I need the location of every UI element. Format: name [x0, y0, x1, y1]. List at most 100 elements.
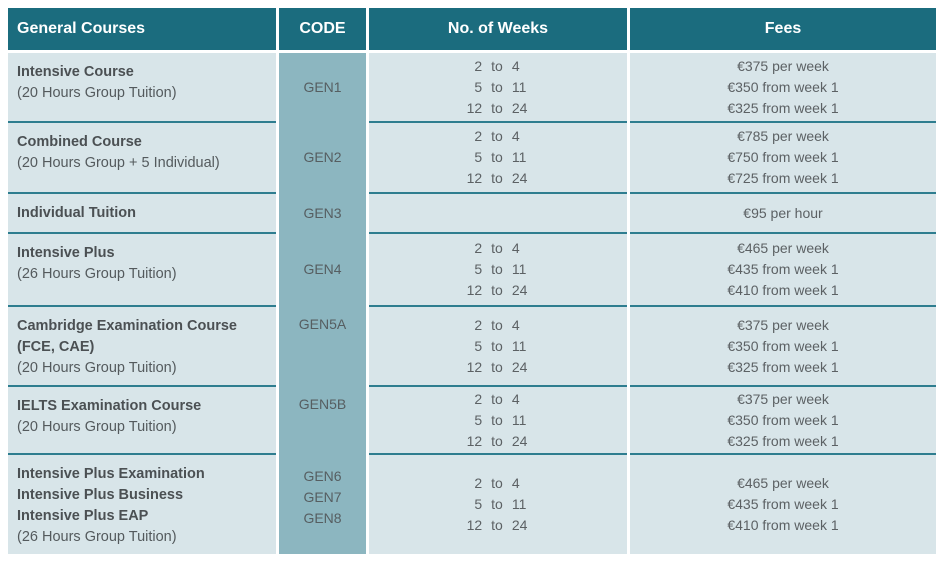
- weeks-range: 12 to 24: [462, 357, 534, 378]
- course-cell: IELTS Examination Course (20 Hours Group…: [8, 385, 276, 453]
- code-cell: GEN3: [279, 192, 366, 232]
- to-label: to: [491, 240, 503, 256]
- weeks-from: 5: [474, 78, 483, 95]
- weeks-from: 12: [466, 170, 483, 186]
- course-name: Intensive Course: [17, 64, 134, 80]
- weeks-to: 4: [511, 475, 520, 491]
- weeks-to: 4: [511, 240, 520, 256]
- header-no-of-weeks: No. of Weeks: [369, 8, 627, 50]
- weeks-to: 11: [511, 149, 527, 165]
- weeks-range: 12 to 24: [462, 515, 534, 536]
- fee-line: €350 from week 1: [727, 337, 839, 354]
- course-name: Intensive Plus Examination: [17, 466, 205, 482]
- fee-line: €410 from week 1: [727, 517, 839, 533]
- course-code: GEN5B: [298, 396, 347, 412]
- fee-line: €325 from week 1: [727, 358, 839, 375]
- fee-line: €375 per week: [737, 316, 829, 333]
- course-subtitle: (20 Hours Group + 5 Individual): [17, 155, 220, 171]
- table-header-row: General Courses CODE No. of Weeks Fees: [8, 8, 936, 50]
- weeks-from: 12: [466, 432, 483, 449]
- course-subtitle: (20 Hours Group Tuition): [17, 419, 177, 435]
- weeks-to: 4: [511, 316, 520, 333]
- weeks-from: 2: [474, 240, 483, 256]
- to-label: to: [491, 337, 503, 354]
- fee-line: €750 from week 1: [727, 149, 839, 165]
- fees-cell: €95 per hour: [630, 192, 936, 232]
- course-code: GEN2: [303, 149, 342, 165]
- weeks-to: 4: [511, 57, 520, 74]
- fee-line: €375 per week: [737, 57, 829, 74]
- course-pricing-table: General Courses CODE No. of Weeks Fees I…: [8, 8, 936, 554]
- table-row: Intensive Plus Examination Intensive Plu…: [8, 453, 936, 554]
- code-cell: GEN5B: [279, 385, 366, 453]
- weeks-from: 12: [466, 99, 483, 116]
- fees-cell: €375 per week €350 from week 1 €325 from…: [630, 385, 936, 453]
- fee-line: €785 per week: [737, 128, 829, 144]
- weeks-range: 2 to 4: [462, 473, 534, 494]
- weeks-range: 2 to 4: [462, 56, 534, 77]
- table-row: Cambridge Examination Course (FCE, CAE) …: [8, 305, 936, 385]
- fee-line: €435 from week 1: [727, 496, 839, 512]
- header-fees: Fees: [630, 8, 936, 50]
- course-code: GEN6: [303, 468, 342, 484]
- fee-line: €435 from week 1: [727, 261, 839, 277]
- weeks-from: 2: [474, 475, 483, 491]
- weeks-range: 2 to 4: [462, 315, 534, 336]
- to-label: to: [491, 78, 503, 95]
- course-name: Intensive Plus EAP: [17, 508, 149, 524]
- course-code: GEN1: [303, 78, 342, 95]
- course-subtitle: (20 Hours Group Tuition): [17, 85, 177, 101]
- to-label: to: [491, 261, 503, 277]
- weeks-range: 12 to 24: [462, 431, 534, 452]
- table-row: Combined Course (20 Hours Group + 5 Indi…: [8, 121, 936, 192]
- weeks-to: 24: [511, 432, 528, 449]
- weeks-to: 24: [511, 358, 528, 375]
- weeks-range: 2 to 4: [462, 389, 534, 410]
- code-cell: GEN5A: [279, 305, 366, 385]
- header-code: CODE: [279, 8, 366, 50]
- course-subtitle: (20 Hours Group Tuition): [17, 360, 177, 376]
- fee-line: €350 from week 1: [727, 78, 839, 95]
- course-cell: Intensive Course (20 Hours Group Tuition…: [8, 53, 276, 121]
- to-label: to: [491, 475, 503, 491]
- table-row: Individual Tuition GEN3 €95 per hour: [8, 192, 936, 232]
- weeks-range: 2 to 4: [462, 238, 534, 259]
- weeks-to: 24: [511, 99, 528, 116]
- to-label: to: [491, 432, 503, 449]
- course-name: Combined Course: [17, 134, 142, 150]
- course-code: GEN7: [303, 489, 342, 505]
- course-name: Cambridge Examination Course: [17, 318, 237, 334]
- weeks-to: 11: [511, 78, 527, 95]
- course-code: GEN4: [303, 261, 342, 277]
- fee-line: €95 per hour: [743, 204, 823, 221]
- fee-line: €410 from week 1: [727, 282, 839, 298]
- course-subtitle: (26 Hours Group Tuition): [17, 266, 177, 282]
- course-subtitle: (26 Hours Group Tuition): [17, 529, 177, 545]
- header-general-courses: General Courses: [8, 8, 276, 50]
- to-label: to: [491, 390, 503, 407]
- weeks-from: 12: [466, 282, 483, 298]
- to-label: to: [491, 170, 503, 186]
- fees-cell: €465 per week €435 from week 1 €410 from…: [630, 453, 936, 554]
- course-name: (FCE, CAE): [17, 339, 95, 355]
- weeks-cell: 2 to 4 5 to 11 12 to 24: [369, 121, 627, 192]
- course-code: GEN8: [303, 510, 342, 526]
- fee-line: €465 per week: [737, 240, 829, 256]
- weeks-range: 5 to 11: [462, 410, 534, 431]
- course-cell: Combined Course (20 Hours Group + 5 Indi…: [8, 121, 276, 192]
- to-label: to: [491, 128, 503, 144]
- fees-cell: €375 per week €350 from week 1 €325 from…: [630, 53, 936, 121]
- code-cell: GEN4: [279, 232, 366, 305]
- weeks-from: 5: [474, 411, 483, 428]
- course-cell: Cambridge Examination Course (FCE, CAE) …: [8, 305, 276, 385]
- course-cell: Intensive Plus (26 Hours Group Tuition): [8, 232, 276, 305]
- weeks-range: 12 to 24: [462, 98, 534, 119]
- table-row: Intensive Course (20 Hours Group Tuition…: [8, 53, 936, 121]
- to-label: to: [491, 316, 503, 333]
- fee-line: €325 from week 1: [727, 99, 839, 116]
- table-row: Intensive Plus (26 Hours Group Tuition) …: [8, 232, 936, 305]
- to-label: to: [491, 99, 503, 116]
- course-cell: Intensive Plus Examination Intensive Plu…: [8, 453, 276, 554]
- weeks-to: 11: [511, 411, 527, 428]
- weeks-from: 5: [474, 149, 483, 165]
